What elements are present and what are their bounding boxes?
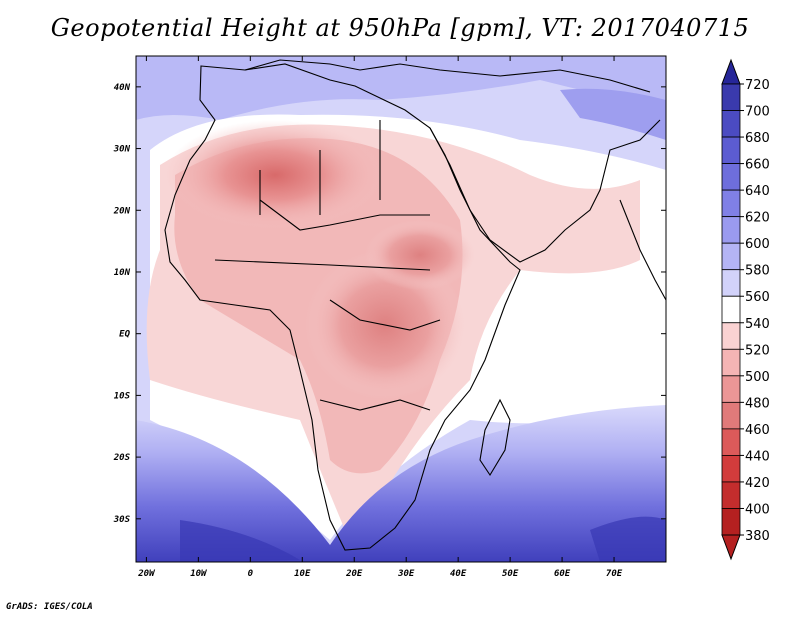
north-blue-band — [136, 56, 666, 120]
south-indian-low — [590, 516, 666, 562]
lat-tick-label: 20S — [113, 453, 131, 463]
lon-tick-label: 70E — [606, 569, 623, 579]
coastlines — [164, 59, 666, 551]
colorbar-swatch — [721, 401, 741, 430]
colorbar-label: 680 — [745, 131, 770, 146]
colorbar-label: 620 — [745, 211, 770, 226]
south-blue-band — [136, 405, 666, 562]
lat-tick-label: 40N — [114, 83, 131, 93]
lon-tick-label: 40E — [450, 569, 467, 579]
africa-outline — [164, 63, 521, 551]
colorbar: 720 700 680 660 640 620 600 580 560 540 520 500 480 4… — [721, 58, 770, 561]
colorbar-swatch — [721, 481, 741, 509]
lon-tick-label: 0 — [248, 569, 254, 579]
central-borders — [329, 299, 441, 331]
longitude-ticks: 20W 10W 0 10E 20E 30E 40E 50E 60E 70E — [137, 56, 623, 579]
lon-tick-label: 10E — [294, 569, 311, 579]
vertical-borders — [259, 120, 381, 215]
arabia-coast — [429, 119, 661, 263]
colorbar-label: 480 — [745, 396, 770, 411]
southern-europe-coast — [244, 59, 651, 93]
colorbar-swatch — [721, 348, 741, 377]
colorbar-swatch — [721, 455, 741, 483]
iran-blue-area — [560, 88, 666, 140]
colorbar-swatch — [721, 216, 741, 244]
grads-credit: GrADS: IGES/COLA — [6, 602, 93, 612]
colorbar-label: 400 — [745, 502, 770, 517]
colorbar-label: 640 — [745, 184, 770, 199]
lon-tick-label: 50E — [502, 569, 519, 579]
latitude-ticks: 40N 30N 20N 10N EQ 10S 20S 30S — [113, 83, 666, 525]
colorbar-label: 440 — [745, 449, 770, 464]
colorbar-label: 700 — [745, 105, 770, 120]
lon-tick-label: 30E — [397, 569, 415, 579]
lat-tick-label: 10N — [114, 268, 131, 278]
sahel-border — [214, 259, 431, 271]
colorbar-swatch — [721, 322, 741, 350]
colorbar-label: 460 — [745, 423, 770, 438]
colorbar-swatch — [721, 242, 741, 271]
colorbar-min-arrow — [721, 534, 741, 561]
colorbar-label: 500 — [745, 370, 770, 385]
south-atlantic-low — [180, 520, 300, 562]
colorbar-swatch — [721, 295, 741, 324]
colorbar-label: 580 — [745, 264, 770, 279]
colorbar-swatch — [721, 375, 741, 403]
north-africa-borders — [259, 199, 430, 231]
colorbar-swatch — [721, 269, 741, 297]
colorbar-swatch — [721, 189, 741, 218]
lon-tick-label: 60E — [554, 569, 571, 579]
colorbar-label: 560 — [745, 290, 770, 305]
lon-tick-label: 20W — [137, 569, 156, 579]
height-field — [136, 56, 666, 562]
lon-tick-label: 10W — [190, 569, 208, 579]
map-frame — [135, 55, 667, 563]
india-coast — [619, 199, 666, 301]
sudan-max — [365, 220, 475, 290]
colorbar-label: 520 — [745, 343, 770, 358]
lon-tick-label: 20E — [345, 569, 363, 579]
colorbar-swatch — [721, 110, 741, 138]
madagascar-outline — [479, 398, 511, 477]
colorbar-label: 660 — [745, 158, 770, 173]
colorbar-label: 540 — [745, 317, 770, 332]
southern-borders — [319, 399, 431, 411]
sahara-max — [165, 120, 385, 230]
colorbar-swatch — [721, 508, 741, 536]
colorbar-swatch — [721, 163, 741, 191]
colorbar-label: 720 — [745, 78, 770, 93]
colorbar-swatch — [721, 136, 741, 164]
colorbar-swatch — [721, 83, 741, 111]
lat-tick-label: 10S — [114, 391, 131, 401]
colorbar-label: 380 — [745, 529, 770, 544]
lat-tick-label: 20N — [113, 206, 131, 216]
colorbar-max-arrow — [721, 58, 741, 85]
colorbar-label: 600 — [745, 237, 770, 252]
lat-tick-label: 30S — [113, 515, 131, 525]
lat-tick-label: 30N — [113, 145, 131, 155]
colorbar-swatch — [721, 428, 741, 456]
lat-tick-label: EQ — [119, 330, 130, 340]
map-title: Geopotential Height at 950hPa [gpm], VT:… — [50, 14, 750, 42]
colorbar-label: 420 — [745, 476, 770, 491]
